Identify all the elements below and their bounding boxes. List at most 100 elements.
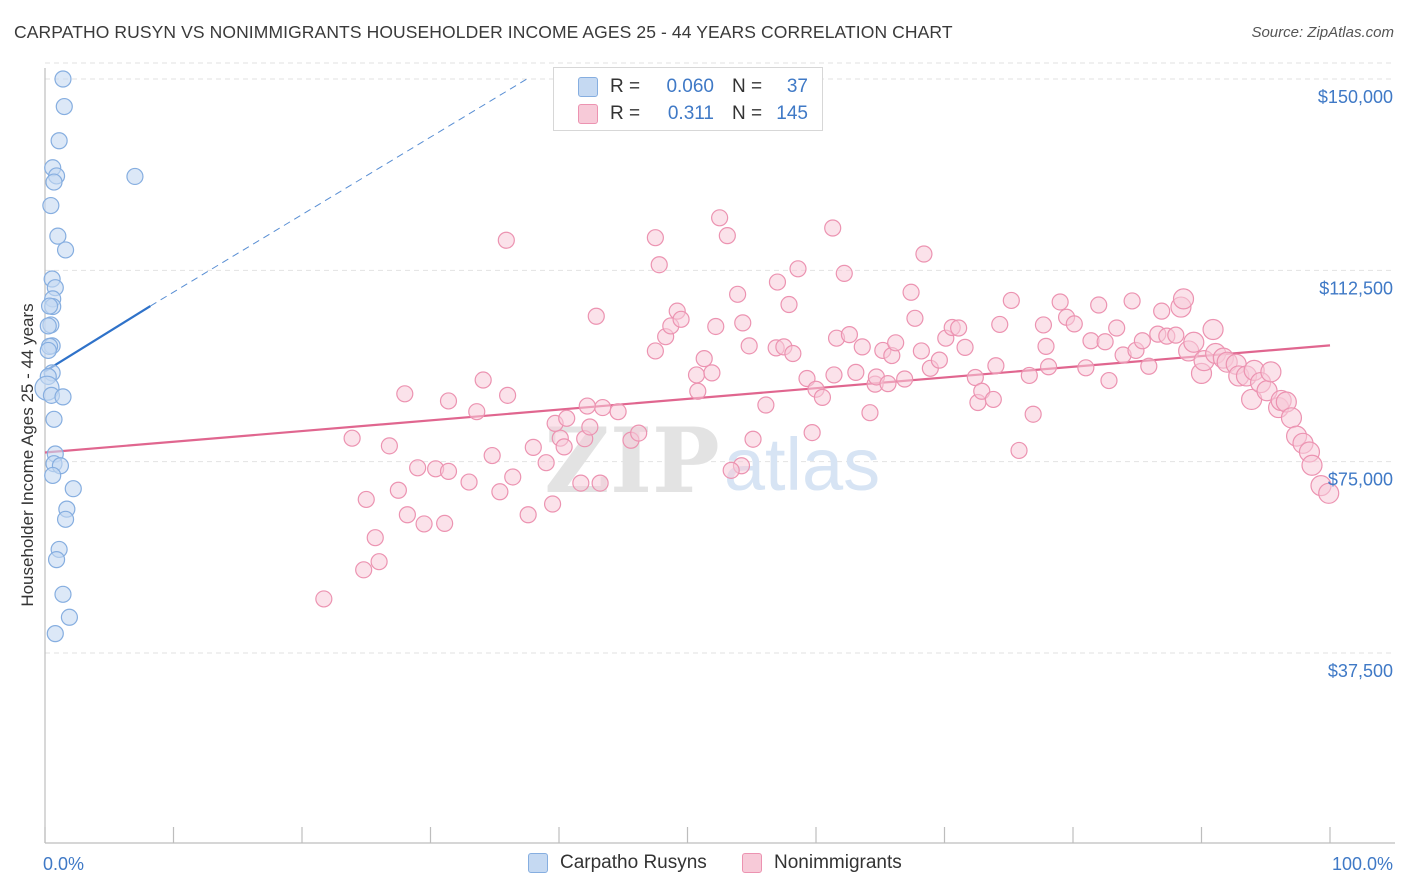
nonimmigrant-point [902, 283, 920, 301]
carpatho-rusyn-point [50, 132, 68, 150]
y-axis-label: Householder Income Ages 25 - 44 years [18, 303, 37, 606]
legend-row-carpatho: R = 0.060 N = 37 [578, 74, 808, 100]
nonimmigrant-point [906, 309, 924, 327]
nonimmigrant-point [587, 307, 605, 325]
carpatho-rusyn-point [45, 173, 63, 191]
nonimmigrant-point [744, 430, 762, 448]
legend-swatch-pink [742, 853, 762, 873]
x-tick-label: 0.0% [43, 854, 84, 874]
nonimmigrant-point [491, 483, 509, 501]
nonimmigrant-point [695, 350, 713, 368]
legend-swatch-blue [528, 853, 548, 873]
nonimmigrant-point [460, 473, 478, 491]
gridlines [45, 62, 1395, 654]
nonimmigrant-point [483, 446, 501, 465]
nonimmigrant-point [879, 375, 897, 393]
nonimmigrant-point [398, 506, 416, 524]
nonimmigrant-point [840, 326, 859, 344]
nonimmigrant-point [768, 273, 787, 291]
carpatho-rusyn-point [39, 341, 57, 360]
nonimmigrant-point [1100, 371, 1118, 390]
legend-n-label: N = [732, 103, 763, 124]
nonimmigrant-point [439, 392, 458, 410]
nonimmigrant-point [1260, 361, 1282, 383]
nonimmigrant-point [1090, 296, 1108, 314]
nonimmigrant-point [504, 468, 522, 486]
y-tick-label: $112,500 [1319, 278, 1393, 298]
nonimmigrant-point [847, 363, 865, 381]
data-points [34, 70, 1340, 643]
nonimmigrant-point [784, 344, 802, 363]
carpatho-rusyn-point [64, 480, 82, 498]
nonimmigrant-point [380, 437, 398, 455]
carpatho-trend-line [44, 305, 151, 373]
nonimmigrant-point [1153, 302, 1171, 320]
nonimmigrant-point [687, 366, 706, 384]
nonimmigrant-point [389, 481, 407, 499]
legend-item-carpatho-rusyns[interactable]: Carpatho Rusyns [528, 852, 707, 874]
nonimmigrant-point [591, 474, 609, 492]
carpatho-rusyn-point [40, 297, 59, 315]
nonimmigrant-point [650, 256, 668, 274]
carpatho-rusyn-point [54, 70, 72, 88]
nonimmigrant-point [789, 260, 807, 278]
nonimmigrant-point [1183, 331, 1205, 353]
series-legend: Carpatho Rusyns Nonimmigrants [0, 852, 1406, 878]
x-tick-label: 100.0% [1332, 854, 1393, 874]
nonimmigrant-point [543, 495, 562, 513]
nonimmigrant-point [966, 368, 984, 387]
carpatho-rusyn-point [44, 466, 62, 485]
nonimmigrant-point [915, 245, 933, 263]
nonimmigrant-point [803, 423, 821, 442]
carpatho-trend-extension [150, 78, 528, 307]
nonimmigrant-point [835, 264, 853, 283]
legend-item-nonimmigrants[interactable]: Nonimmigrants [742, 852, 902, 874]
nonimmigrant-point [853, 338, 871, 356]
nonimmigrant-point [357, 490, 375, 509]
nonimmigrant-point [1280, 407, 1303, 429]
nonimmigrant-point [581, 418, 599, 436]
tick-labels: $37,500 $75,000 $112,500 $150,000 0.0% 100.0% [43, 87, 1393, 874]
nonimmigrant-point [973, 382, 991, 400]
nonimmigrant-point [991, 315, 1009, 334]
nonimmigrant-point [1077, 359, 1095, 377]
legend-r-value: 0.060 [666, 76, 714, 97]
nonimmigrant-point [630, 424, 648, 442]
source-credit: Source: ZipAtlas.com [1251, 24, 1394, 41]
carpatho-rusyn-point [47, 551, 66, 569]
nonimmigrant-point [1108, 319, 1126, 337]
legend-n-value: 37 [786, 76, 808, 97]
carpatho-rusyn-point [56, 241, 75, 259]
carpatho-rusyn-point [60, 608, 79, 626]
trend-lines [44, 78, 1331, 454]
nonimmigrant-point [824, 219, 842, 237]
nonimmigrant-point [436, 514, 454, 533]
legend-label: Nonimmigrants [774, 852, 902, 873]
legend-r-label: R = [610, 103, 641, 124]
nonimmigrant-point [930, 351, 948, 369]
carpatho-rusyn-point [54, 585, 72, 603]
nonimmigrant-point [896, 370, 914, 388]
legend-n-label: N = [732, 76, 763, 97]
nonimmigrant-point [722, 461, 740, 479]
carpatho-rusyn-point [49, 227, 67, 245]
nonimmigrant-point [558, 409, 576, 427]
nonimmigrant-point [409, 459, 427, 477]
nonimmigrant-point [609, 403, 627, 421]
nonimmigrant-point [524, 438, 542, 456]
nonimmigrant-point [1140, 357, 1158, 375]
carpatho-rusyn-point [42, 196, 60, 215]
nonimmigrant-point [519, 506, 537, 524]
nonimmigrant-point [711, 209, 729, 227]
nonimmigrant-point [537, 454, 555, 472]
nonimmigrant-point [1034, 316, 1053, 334]
nonimmigrant-point [1202, 318, 1224, 341]
nonimmigrant-point [343, 429, 361, 447]
nonimmigrant-point [1010, 441, 1028, 460]
nonimmigrant-point [366, 529, 384, 547]
nonimmigrant-point [1002, 291, 1020, 310]
legend-row-nonimmigrants: R = 0.311 N = 145 [578, 101, 808, 127]
nonimmigrant-point [396, 385, 414, 403]
nonimmigrant-point [1020, 366, 1038, 385]
carpatho-rusyn-point [45, 410, 63, 428]
